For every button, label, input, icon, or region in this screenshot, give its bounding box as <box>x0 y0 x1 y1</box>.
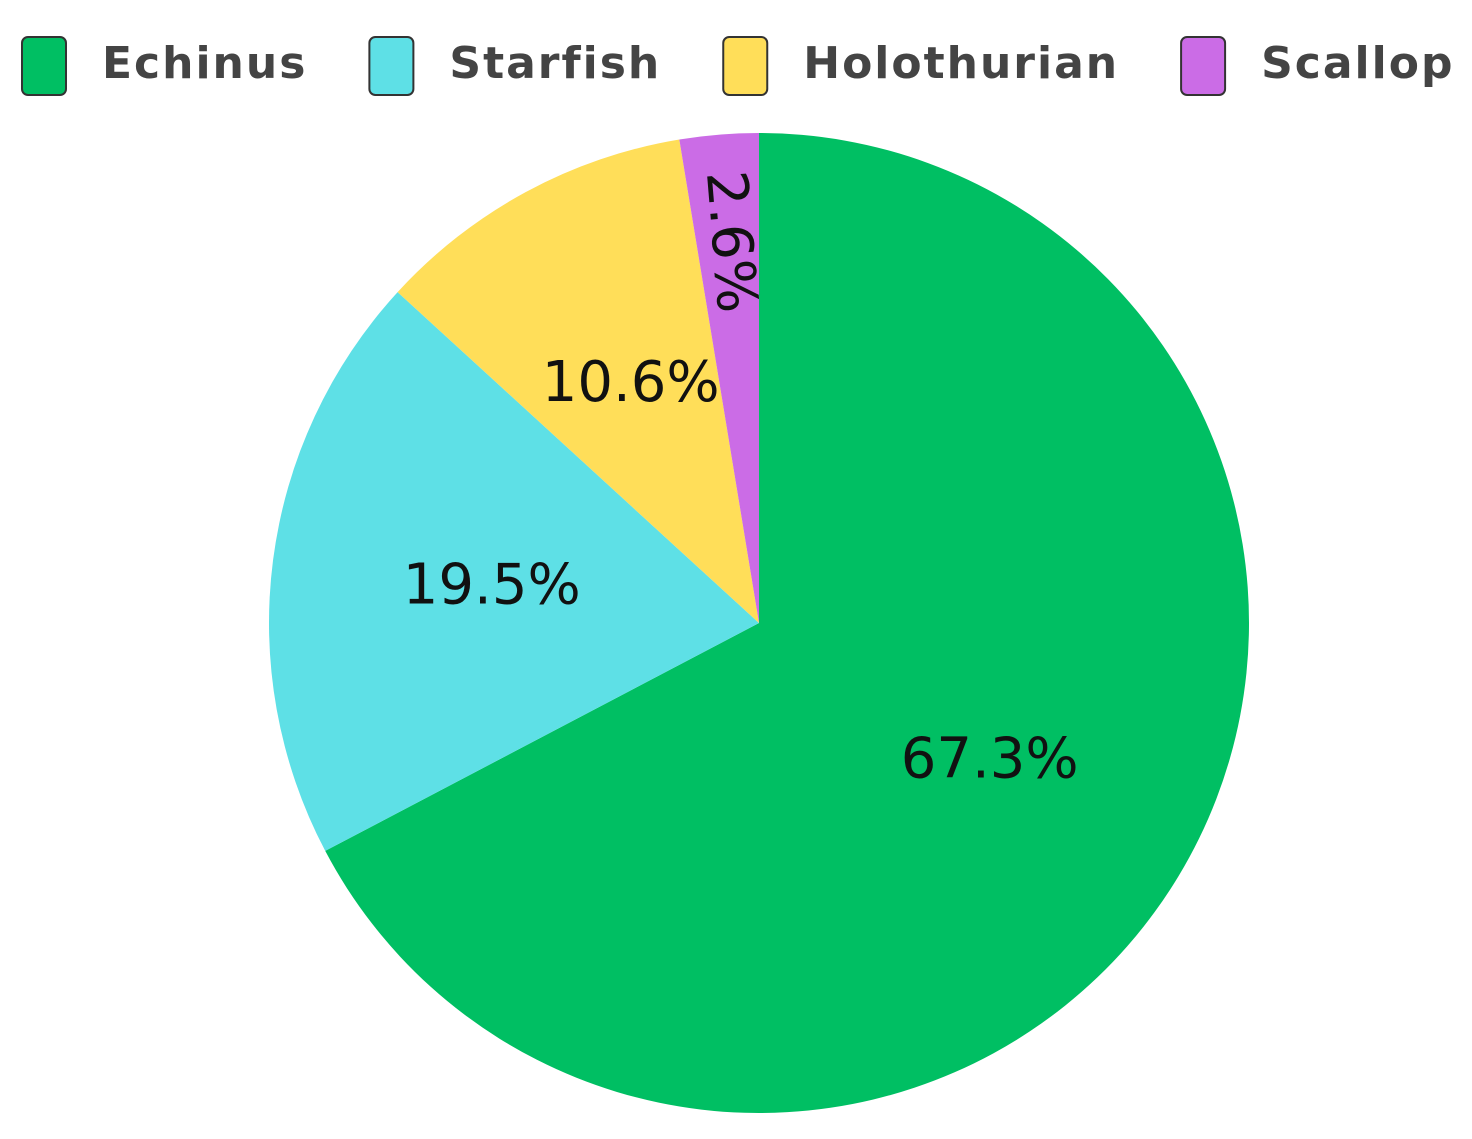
pie-slice <box>269 292 759 851</box>
legend-label: Echinus <box>102 38 307 89</box>
pie-slice <box>325 133 1249 1113</box>
legend-label: Starfish <box>449 38 661 89</box>
legend-label: Holothurian <box>803 38 1119 89</box>
legend-swatch <box>722 36 769 96</box>
legend-swatch <box>21 36 67 96</box>
legend-swatch <box>1180 36 1227 96</box>
value-label: 2.6% <box>693 168 769 315</box>
value-label: 67.3% <box>901 727 1079 792</box>
pie-slice <box>397 139 759 624</box>
value-label: 10.6% <box>542 350 720 415</box>
value-label: 19.5% <box>403 553 581 618</box>
pie-slice <box>679 133 759 623</box>
legend-swatch <box>368 36 415 96</box>
legend-label: Scallop <box>1261 38 1454 89</box>
